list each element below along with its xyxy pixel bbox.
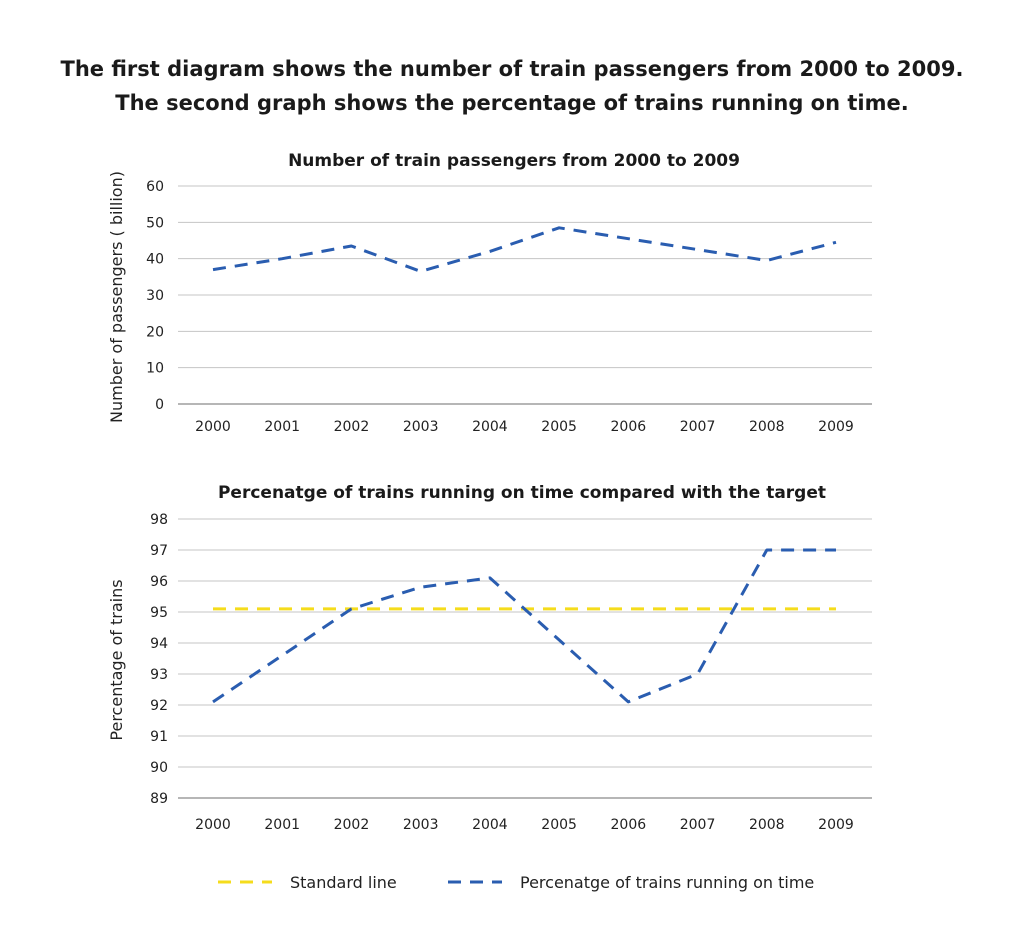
- chart1-x-tick-label: 2005: [541, 419, 577, 435]
- chart1-x-tick-label: 2004: [472, 419, 508, 435]
- chart1-x-tick-label: 2003: [403, 419, 439, 435]
- chart1-y-tick-label: 40: [146, 252, 164, 268]
- chart2-y-tick-label: 90: [150, 760, 168, 776]
- chart2-y-tick-label: 97: [150, 543, 168, 559]
- chart1-x-tick-label: 2008: [749, 419, 785, 435]
- chart1-title: Number of train passengers from 2000 to …: [288, 151, 740, 171]
- chart1-x-tick-label: 2000: [195, 419, 231, 435]
- chart2-x-tick-label: 2007: [680, 817, 716, 833]
- chart2-y-tick-label: 89: [150, 791, 168, 807]
- chart2-x-tick-label: 2008: [749, 817, 785, 833]
- chart1-y-tick-label: 10: [146, 361, 164, 377]
- chart1-y-tick-label: 20: [146, 324, 164, 340]
- chart2-y-tick-label: 93: [150, 667, 168, 683]
- chart2-y-tick-label: 91: [150, 729, 168, 745]
- chart1-x-tick-label: 2007: [680, 419, 716, 435]
- chart1-x-tick-label: 2009: [818, 419, 854, 435]
- on-time-chart: Percenatge of trains running on time com…: [107, 483, 872, 833]
- chart2-legend: Standard line Percenatge of trains runni…: [218, 873, 814, 892]
- chart1-x-tick-label: 2001: [264, 419, 300, 435]
- chart1-y-tick-label: 60: [146, 179, 164, 195]
- chart2-x-tick-label: 2003: [403, 817, 439, 833]
- chart2-x-tick-label: 2005: [541, 817, 577, 833]
- chart2-data-line: [212, 548, 836, 704]
- chart2-x-tick-label: 2006: [611, 817, 647, 833]
- chart2-y-tick-label: 94: [150, 636, 168, 652]
- chart2-x-tick-label: 2004: [472, 817, 508, 833]
- chart2-y-tick-label: 95: [150, 605, 168, 621]
- chart1-y-tick-label: 30: [146, 288, 164, 304]
- heading-line-1: The first diagram shows the number of tr…: [60, 57, 964, 81]
- legend-on-time-label: Percenatge of trains running on time: [520, 873, 814, 892]
- legend-standard-line-label: Standard line: [290, 873, 397, 892]
- chart1-y-tick-label: 0: [155, 397, 164, 413]
- chart2-x-tick-label: 2000: [195, 817, 231, 833]
- chart2-x-tick-label: 2001: [264, 817, 300, 833]
- chart1-x-tick-label: 2006: [611, 419, 647, 435]
- chart2-title: Percenatge of trains running on time com…: [218, 483, 826, 503]
- chart1-y-axis-label: Number of passengers ( billion): [107, 171, 126, 423]
- chart2-y-tick-label: 98: [150, 512, 168, 528]
- chart2-y-tick-label: 92: [150, 698, 168, 714]
- chart2-x-tick-label: 2009: [818, 817, 854, 833]
- chart2-y-tick-label: 96: [150, 574, 168, 590]
- passengers-chart: Number of train passengers from 2000 to …: [107, 151, 872, 435]
- chart2-y-axis-label: Percentage of trains: [107, 579, 126, 740]
- heading-line-2: The second graph shows the percentage of…: [115, 91, 909, 115]
- page-heading: The first diagram shows the number of tr…: [0, 52, 1024, 120]
- chart1-y-tick-label: 50: [146, 215, 164, 231]
- chart1-data-line: [212, 226, 837, 273]
- chart2-x-tick-label: 2002: [334, 817, 370, 833]
- chart1-x-tick-label: 2002: [334, 419, 370, 435]
